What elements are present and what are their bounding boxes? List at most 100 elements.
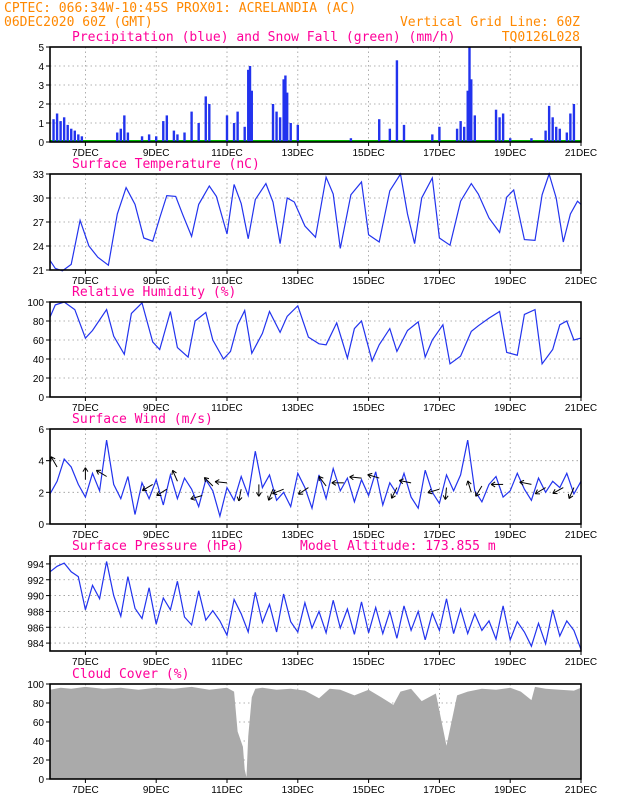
humidity-frame [49,301,582,398]
pressure-xtick-label: 13DEC [282,657,314,668]
humidity-title: Relative Humidity (%) [72,285,236,300]
cloud-cover-xtick-label: 15DEC [352,785,384,796]
cloud-cover-area [50,686,581,779]
wind-arrow [50,456,58,468]
precipitation-bar [162,121,165,142]
precipitation-bar [349,138,353,142]
wind-arrow-head [95,469,102,475]
wind-arrow-head [171,469,177,476]
cloud-cover-ytick-label: 80 [33,699,45,710]
wind-arrow [172,470,178,482]
wind-arrow [96,469,107,477]
wind-xtick-label: 13DEC [282,530,314,541]
precipitation-ytick-label: 5 [38,43,44,54]
wind-arrow [238,489,242,502]
precipitation-bar [55,113,59,142]
precipitation-xtick-label: 21DEC [565,148,597,159]
pressure-xtick-label: 11DEC [211,657,243,668]
precipitation-bar [470,79,473,142]
precipitation-ytick-label: 3 [38,81,44,92]
precipitation-bar [147,134,151,142]
wind-arrow [142,483,153,492]
cloud-cover-xtick-label: 9DEC [143,785,170,796]
wind-arrow-head [367,472,373,479]
wind-arrow [204,477,214,487]
precipitation-bar [62,117,66,142]
precipitation-bar [116,132,119,142]
wind-arrow-head [141,486,148,492]
wind-ytick-label: 2 [38,488,44,499]
wind-arrow-head [519,479,525,486]
precipitation-bar [285,92,289,142]
wind-arrow [519,481,532,485]
precipitation-bar [551,117,554,142]
precipitation-xtick-label: 9DEC [143,148,170,159]
wind-arrow [298,487,309,495]
precipitation-bar [183,132,186,142]
humidity-xtick-label: 7DEC [72,403,99,414]
wind-arrow-head [318,475,324,482]
header-station: CPTEC: 066:34W-10:45S PROX01: ACRELANDIA… [4,1,356,16]
precipitation-bar [462,126,466,142]
precipitation-bar [501,113,505,142]
wind-arrow-head [398,478,404,485]
precipitation-xtick-label: 17DEC [423,148,455,159]
precipitation-bar [247,69,250,142]
temperature-xtick-label: 21DEC [565,276,597,287]
humidity-xtick-label: 15DEC [352,403,384,414]
humidity-xtick-label: 17DEC [423,403,455,414]
wind-arrow [318,476,327,487]
temperature-xtick-label: 17DEC [423,276,455,287]
wind-arrow [391,487,398,499]
precipitation-bar [271,104,275,142]
precipitation-bar [466,90,469,142]
temperature-ytick-label: 27 [33,218,45,229]
cloud-cover-ytick-label: 0 [38,775,44,786]
precipitation-bar [455,128,459,142]
precipitation-bar [530,138,533,142]
wind-arrow [215,481,228,484]
wind-arrow-head [190,495,196,501]
humidity-xtick-label: 19DEC [494,403,526,414]
precipitation-bar [289,123,292,142]
wind-line [49,439,582,519]
precipitation-bar [204,96,207,142]
precipitation-bar [473,115,476,142]
model-altitude-label: Model Altitude: 173.855 m [300,539,496,554]
temperature-line [49,172,582,272]
temperature-ytick-label: 30 [33,194,45,205]
precipitation-xtick-label: 11DEC [211,148,243,159]
precipitation-bar [197,123,200,142]
wind-arrow-head [214,479,220,485]
wind-arrow-head [567,493,574,499]
precipitation-bar [59,121,62,142]
precipitation-bar [236,111,239,142]
pressure-ytick-label: 992 [27,576,44,587]
wind-arrow-head [255,492,262,497]
temperature-ytick-label: 33 [33,170,45,181]
precipitation-frame [49,46,582,143]
temperature-xtick-label: 7DEC [72,276,99,287]
humidity-ytick-label: 40 [33,355,45,366]
precipitation-ytick-label: 2 [38,100,44,111]
wind-arrow-head [534,489,541,495]
precipitation-bar [250,90,253,142]
temperature-ytick-label: 21 [33,266,45,277]
precipitation-bar [190,111,193,142]
wind-arrow [268,488,274,501]
precipitation-bar [468,47,471,142]
precipitation-bar [284,75,287,142]
precipitation-bar [275,111,278,142]
wind-arrow-head [331,479,337,486]
wind-arrow [475,485,483,497]
pressure-xtick-label: 15DEC [352,657,384,668]
wind-arrow [535,487,546,495]
precipitation-xtick-label: 15DEC [352,148,384,159]
wind-xtick-label: 9DEC [143,530,170,541]
precipitation-bar [388,128,392,142]
wind-xtick-label: 15DEC [352,530,384,541]
precipitation-bar [225,115,229,142]
humidity-xtick-label: 13DEC [282,403,314,414]
wind-ytick-label: 0 [38,520,44,531]
precipitation-ytick-label: 0 [38,138,44,149]
